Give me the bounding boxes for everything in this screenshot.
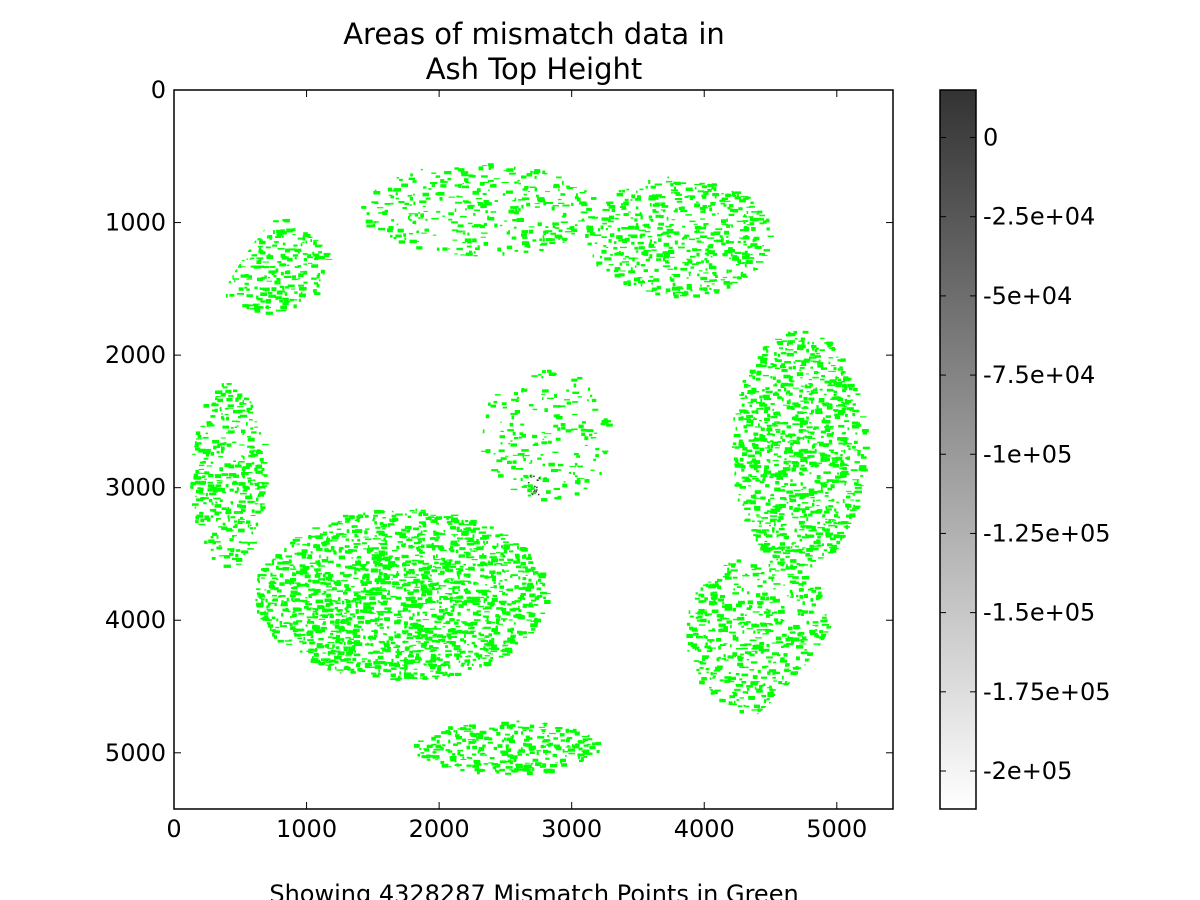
x-tick-label: 1000 — [276, 815, 337, 843]
colorbar-tick-label: -1.75e+05 — [983, 678, 1111, 706]
y-tick-label: 4000 — [105, 606, 166, 634]
mismatch-region — [731, 330, 870, 570]
colorbar-tick-label: -1.25e+05 — [983, 519, 1111, 547]
y-tick-label: 2000 — [105, 341, 166, 369]
colorbar: 0 -2.5e+04 -5e+04 -7.5e+04 -1e+05 -1.25e+05 -1… — [939, 89, 1111, 810]
colorbar-tick-label: -7.5e+04 — [983, 361, 1095, 389]
colorbar-gradient — [939, 89, 977, 810]
chart-title-line-1: Areas of mismatch data in — [343, 17, 725, 51]
colorbar-tick-label: -2e+05 — [983, 757, 1072, 785]
y-tick-label: 0 — [151, 76, 166, 104]
mismatch-region — [414, 720, 602, 776]
dark-value-pixels — [527, 475, 540, 496]
plot-frame — [173, 89, 894, 810]
x-tick-label: 0 — [166, 815, 181, 843]
chart-caption: Showing 4328287 Mismatch Points in Green — [269, 880, 798, 900]
x-tick-label: 5000 — [806, 815, 867, 843]
mismatch-region — [481, 369, 613, 502]
chart-title-line-2: Ash Top Height — [426, 52, 643, 86]
colorbar-tick-label: -1e+05 — [983, 440, 1072, 468]
y-tick-label: 5000 — [105, 739, 166, 767]
colorbar-tick-label: -2.5e+04 — [983, 203, 1095, 231]
y-tick-label: 1000 — [105, 209, 166, 237]
x-tick-label: 3000 — [541, 815, 602, 843]
x-tick-label: 2000 — [409, 815, 470, 843]
mismatch-region — [255, 508, 551, 681]
mismatch-layer — [190, 163, 870, 776]
colorbar-tick-label: 0 — [983, 124, 998, 152]
plot-area — [174, 90, 893, 809]
mismatch-region — [190, 383, 269, 568]
mismatch-region — [585, 176, 774, 299]
mismatch-region — [361, 163, 597, 257]
x-tick-label: 4000 — [674, 815, 735, 843]
axes: 0 1000 2000 3000 4000 5000 0 1000 2000 3000 4000 50… — [105, 76, 894, 843]
earth-disk — [185, 101, 881, 797]
colorbar-tick-label: -1.5e+05 — [983, 599, 1095, 627]
colorbar-tick-label: -5e+04 — [983, 282, 1072, 310]
y-tick-label: 3000 — [105, 474, 166, 502]
